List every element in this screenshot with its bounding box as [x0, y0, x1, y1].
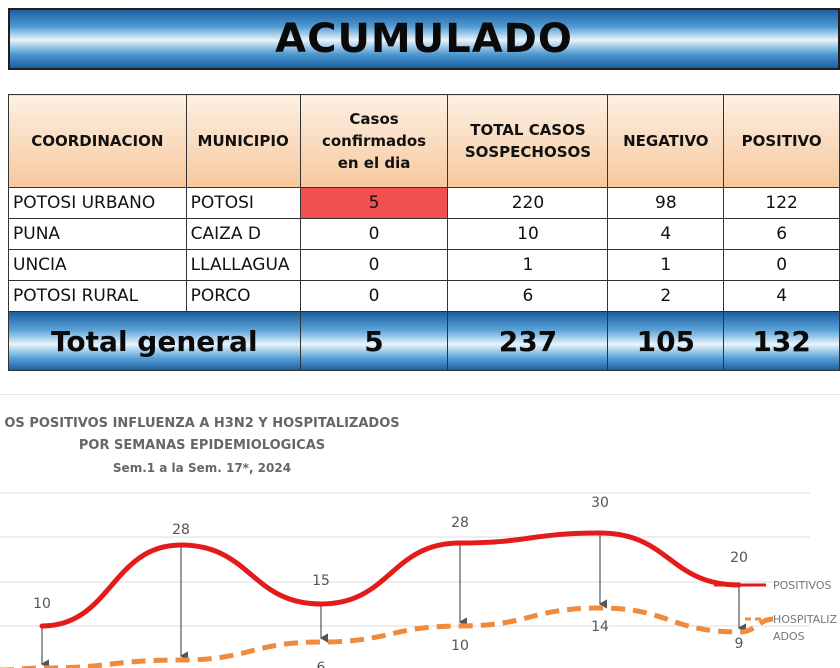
cell-confirmados: 0	[299, 218, 449, 250]
cell-municipio: POTOSI	[185, 187, 301, 219]
cell-municipio: LLALLAGUA	[185, 249, 301, 281]
series-line-hospitalizados	[0, 605, 776, 668]
total-confirmados: 5	[299, 311, 449, 371]
data-label-positivos: 28	[172, 522, 190, 538]
table-row: POTOSI URBANO POTOSI 5 220 98 122	[8, 187, 840, 219]
hospitalizados-data-labels: 6 10 14 9	[317, 619, 744, 668]
chart-title-block: OS POSITIVOS INFLUENZA A H3N2 Y HOSPITAL…	[0, 413, 422, 479]
chart-period: Sem.1 a la Sem. 17*, 2024	[112, 461, 292, 475]
legend-label-hospitalizados-cont: ADOS	[773, 630, 805, 643]
data-label-hospitalizados: 10	[451, 638, 469, 654]
column-header-negativo: NEGATIVO	[607, 94, 725, 188]
cell-positivo: 122	[723, 187, 840, 219]
data-label-hospitalizados: 6	[317, 660, 326, 668]
cell-negativo: 98	[607, 187, 725, 219]
cell-coordinacion: PUNA	[8, 218, 187, 250]
legend: POSITIVOS HOSPITALIZ ADOS	[714, 579, 838, 643]
cell-positivo: 0	[723, 249, 840, 281]
cell-positivo: 6	[723, 218, 840, 250]
section-divider	[0, 394, 840, 395]
total-label: Total general	[8, 311, 301, 371]
cell-negativo: 2	[607, 280, 725, 312]
table-row: PUNA CAIZA D 0 10 4 6	[8, 218, 840, 250]
cell-municipio: PORCO	[185, 280, 301, 312]
data-label-positivos: 28	[451, 515, 469, 531]
data-label-positivos: 30	[591, 495, 609, 511]
positivos-data-labels: 10 28 15 28 30 20	[33, 495, 748, 612]
column-header-total-sospechosos: TOTAL CASOS SOSPECHOSOS	[447, 94, 609, 188]
data-label-hospitalizados: 14	[591, 619, 609, 635]
chart-title: OS POSITIVOS INFLUENZA A H3N2 Y HOSPITAL…	[4, 416, 400, 431]
cell-sospechosos: 1	[447, 249, 609, 281]
summary-table: COORDINACION MUNICIPIO Casos confirmados…	[8, 94, 840, 371]
cell-confirmados: 0	[299, 280, 449, 312]
data-label-hospitalizados: 9	[735, 636, 744, 652]
table-row: POTOSI RURAL PORCO 0 6 2 4	[8, 280, 840, 312]
data-label-positivos: 10	[33, 596, 51, 612]
total-positivo: 132	[723, 311, 840, 371]
column-header-municipio: MUNICIPIO	[185, 94, 301, 188]
cell-negativo: 4	[607, 218, 725, 250]
total-negativo: 105	[607, 311, 725, 371]
column-header-casos-confirmados: Casos confirmados en el dia	[299, 94, 449, 188]
total-sospechosos: 237	[447, 311, 609, 371]
title-banner: ACUMULADO	[8, 8, 840, 70]
cell-sospechosos: 220	[447, 187, 609, 219]
chart-subtitle: POR SEMANAS EPIDEMIOLOGICAS	[78, 438, 326, 453]
legend-label-positivos: POSITIVOS	[773, 579, 831, 592]
cell-positivo: 4	[723, 280, 840, 312]
cell-confirmados-highlight: 5	[299, 187, 449, 219]
page-title: ACUMULADO	[275, 16, 573, 62]
cell-coordinacion: POTOSI RURAL	[8, 280, 187, 312]
grid-lines	[0, 492, 810, 627]
cell-coordinacion: POTOSI URBANO	[8, 187, 187, 219]
cell-coordinacion: UNCIA	[8, 249, 187, 281]
data-label-positivos: 20	[730, 550, 748, 566]
leader-lines	[40, 533, 747, 668]
legend-label-hospitalizados: HOSPITALIZ	[773, 613, 838, 626]
total-row: Total general 5 237 105 132	[8, 311, 840, 371]
table-header-row: COORDINACION MUNICIPIO Casos confirmados…	[8, 94, 840, 188]
table-row: UNCIA LLALLAGUA 0 1 1 0	[8, 249, 840, 281]
data-label-positivos: 15	[312, 573, 330, 589]
column-header-positivo: POSITIVO	[723, 94, 840, 188]
series-line-positivos	[39, 530, 742, 629]
